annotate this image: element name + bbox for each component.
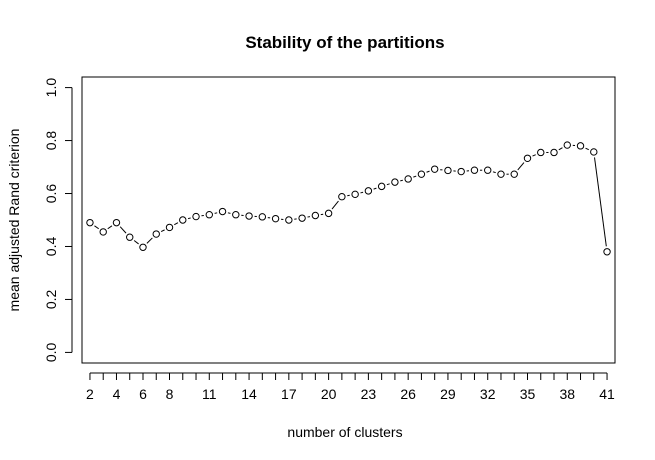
series-segment (426, 170, 430, 173)
data-point (245, 212, 253, 220)
x-tick-label: 8 (166, 386, 174, 402)
data-point (258, 213, 267, 221)
data-point (497, 170, 505, 178)
data-point (590, 148, 598, 156)
data-point (576, 142, 585, 150)
x-axis-label: number of clusters (287, 424, 402, 440)
x-tick-label: 6 (139, 386, 147, 402)
series-segment (413, 175, 417, 178)
data-point (192, 212, 200, 221)
series-segment (174, 222, 179, 226)
data-point (404, 175, 412, 183)
data-point (470, 166, 479, 174)
data-point (112, 218, 121, 227)
data-point (457, 167, 465, 176)
data-point (139, 243, 147, 251)
data-point (99, 228, 107, 236)
data-point (126, 233, 134, 241)
data-point (338, 192, 346, 201)
series-segment (517, 162, 525, 171)
x-tick-label: 35 (520, 386, 536, 402)
x-tick-label: 29 (440, 386, 456, 402)
data-point (603, 248, 611, 256)
y-axis: 0.0 0.2 0.4 0.6 0.8 1.0 (43, 78, 73, 362)
series-segment (133, 240, 139, 245)
data-point (179, 216, 187, 224)
data-point (271, 214, 280, 223)
series-segment (146, 237, 153, 244)
series-segment (532, 154, 536, 157)
series-points (86, 141, 611, 256)
data-point (510, 170, 518, 178)
x-tick-label: 26 (400, 386, 416, 402)
series-segment (400, 179, 403, 182)
data-point (550, 148, 558, 157)
data-point (351, 190, 359, 199)
y-tick-label: 0.2 (43, 290, 59, 310)
series-segment (94, 225, 99, 230)
plot-frame (81, 76, 616, 364)
data-point (232, 211, 240, 219)
y-tick-label: 0.8 (43, 131, 59, 151)
data-point (86, 218, 94, 227)
x-tick-label: 41 (599, 386, 615, 402)
series-segment (187, 217, 191, 220)
series-segment (492, 171, 496, 174)
data-point (205, 211, 213, 219)
data-point (563, 141, 571, 149)
y-tick-label: 1.0 (43, 78, 59, 98)
data-point (311, 211, 320, 220)
y-tick-label: 0.4 (43, 237, 59, 257)
data-point (391, 178, 399, 186)
data-point (537, 148, 545, 157)
x-axis: 2 4 6 8 11 14 17 20 23 26 29 32 35 38 41 (86, 372, 615, 402)
x-tick-label: 11 (202, 386, 217, 402)
series-segment (107, 225, 113, 230)
data-point (152, 230, 160, 238)
data-point (417, 170, 426, 178)
series-segment (558, 147, 563, 151)
chart-title: Stability of the partitions (245, 33, 444, 52)
x-tick-label: 38 (559, 386, 575, 402)
x-tick-label: 14 (241, 386, 257, 402)
series-line (94, 144, 607, 247)
data-point (165, 223, 174, 232)
data-point (523, 154, 532, 162)
data-point (285, 216, 293, 224)
x-tick-label: 23 (361, 386, 377, 402)
x-tick-label: 2 (86, 386, 94, 402)
series-segment (360, 191, 364, 194)
series-segment (594, 157, 607, 247)
series-segment (160, 229, 165, 233)
series-segment (119, 226, 127, 234)
data-point (430, 165, 439, 173)
data-point (364, 187, 373, 195)
x-tick-label: 32 (480, 386, 496, 402)
y-tick-label: 0.0 (43, 342, 59, 362)
x-tick-label: 4 (113, 386, 121, 402)
x-tick-label: 17 (281, 386, 297, 402)
series-segment (331, 200, 339, 210)
y-axis-label: mean adjusted Rand criterion (6, 129, 22, 312)
series-segment (386, 183, 390, 186)
x-tick-label: 20 (321, 386, 337, 402)
series-segment (227, 212, 231, 214)
data-point (444, 166, 452, 175)
data-point (484, 166, 492, 174)
data-point (377, 182, 386, 191)
data-point (324, 209, 333, 218)
data-point (298, 214, 306, 222)
data-point (218, 207, 227, 216)
series-segment (373, 187, 377, 190)
y-tick-label: 0.6 (43, 184, 59, 204)
series-segment (214, 212, 218, 214)
series-segment (585, 147, 589, 151)
